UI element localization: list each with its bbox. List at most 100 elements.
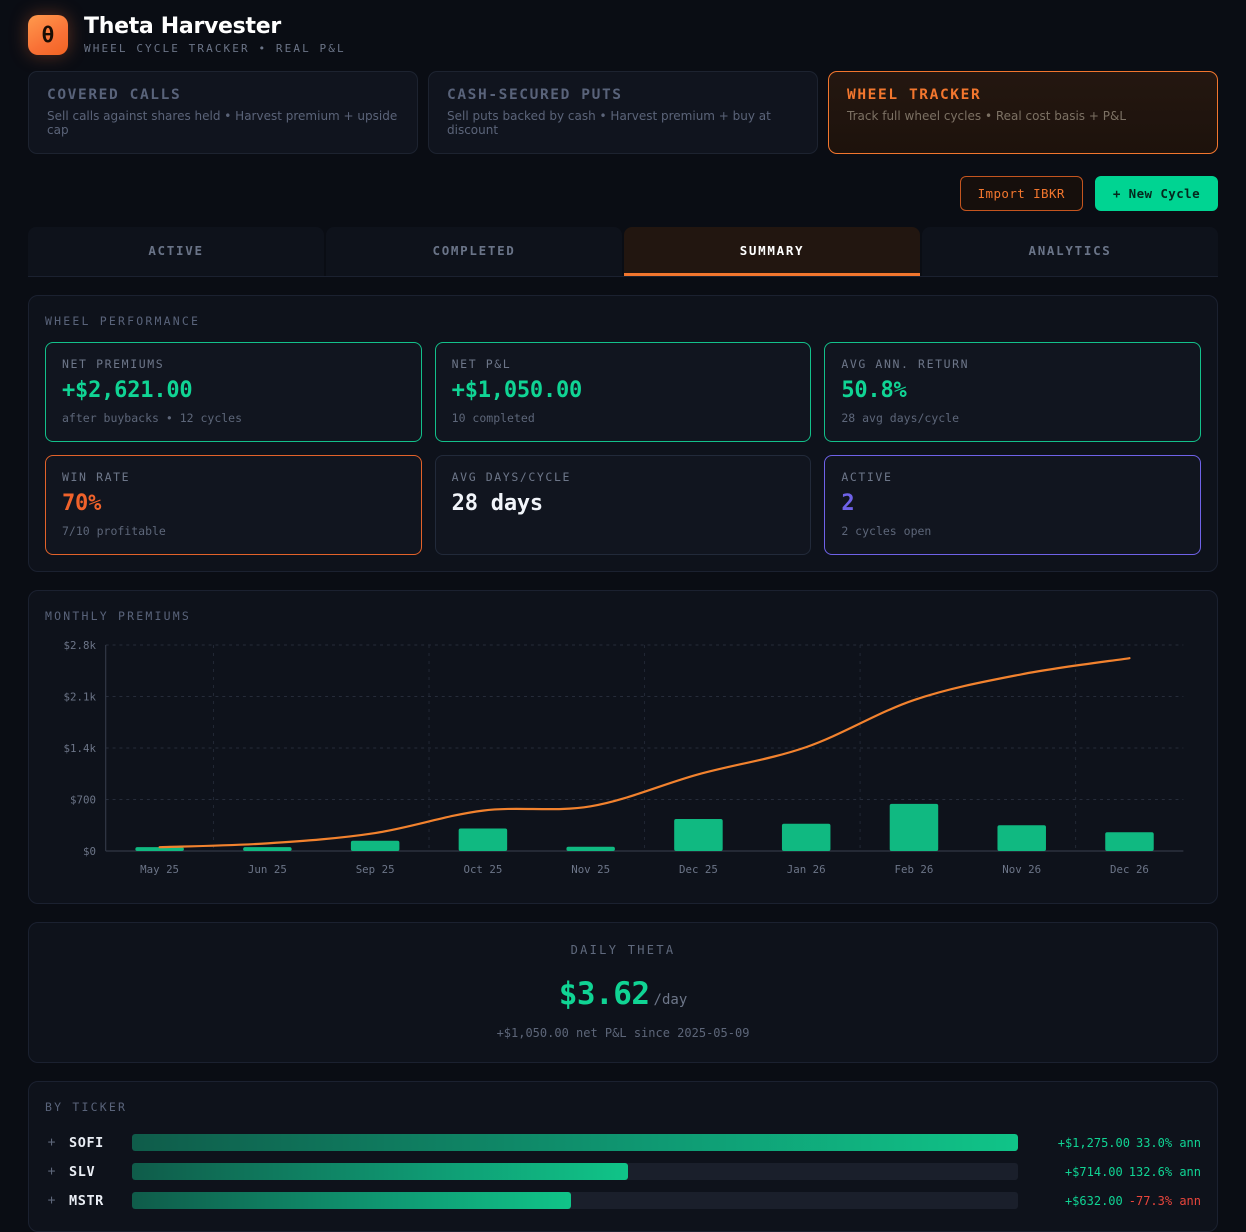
chart-bar (1105, 832, 1154, 851)
tab-bar: ACTIVE COMPLETED SUMMARY ANALYTICS (28, 227, 1218, 277)
kpi-sub: after buybacks • 12 cycles (62, 411, 243, 425)
expand-icon[interactable]: + (47, 1164, 56, 1179)
chart-bar (135, 847, 184, 851)
by-ticker-panel: BY TICKER + SOFI +$1,275.00 33.0% ann + SLV +$… (28, 1081, 1218, 1232)
chart-bar (674, 818, 723, 851)
strategy-desc: Sell calls against shares held • Harvest… (47, 109, 398, 137)
ticker-pnl: +$714.00 (1064, 1164, 1123, 1179)
chart-xtick-label: Jun 25 (248, 863, 287, 876)
kpi-value: 28 days (451, 491, 544, 516)
daily-theta-value: $3.62 (558, 976, 650, 1012)
ticker-row[interactable]: + SOFI +$1,275.00 33.0% ann (45, 1128, 1201, 1157)
daily-theta-sub: +$1,050.00 net P&L since 2025-05-09 (496, 1026, 750, 1040)
monthly-premiums-label: MONTHLY PREMIUMS (45, 609, 191, 623)
ticker-bar-fill (132, 1134, 1018, 1151)
strategy-card-row: COVERED CALLS Sell calls against shares … (28, 71, 1218, 154)
chart-ytick-label: $0 (83, 845, 96, 858)
expand-icon[interactable]: + (47, 1135, 56, 1150)
chart-xtick-label: Dec 26 (1110, 863, 1149, 876)
kpi-win-rate: WIN RATE 70% 7/10 profitable (45, 455, 422, 555)
import-ibkr-button[interactable]: Import IBKR (959, 176, 1083, 211)
kpi-label: WIN RATE (62, 470, 131, 484)
chart-xtick-label: Oct 25 (463, 863, 502, 876)
kpi-grid: NET PREMIUMS +$2,621.00 after buybacks •… (45, 342, 1201, 555)
expand-icon[interactable]: + (47, 1193, 56, 1208)
chart-xtick-label: Nov 26 (1002, 863, 1041, 876)
theta-logo-icon: θ (28, 14, 68, 55)
tab-active[interactable]: ACTIVE (28, 227, 324, 276)
kpi-value: 70% (62, 491, 102, 516)
page-title: Theta Harvester (84, 14, 281, 39)
chart-bar (997, 825, 1046, 851)
chart-xtick-label: Dec 25 (679, 863, 718, 876)
wheel-performance-panel: WHEEL PERFORMANCE NET PREMIUMS +$2,621.0… (28, 295, 1218, 572)
tab-analytics[interactable]: ANALYTICS (922, 227, 1218, 276)
ticker-values: +$1,275.00 33.0% ann (1029, 1136, 1201, 1150)
daily-theta-unit: /day (653, 992, 688, 1008)
action-button-row: Import IBKR + New Cycle (28, 176, 1218, 211)
kpi-label: AVG DAYS/CYCLE (451, 470, 571, 484)
new-cycle-button[interactable]: + New Cycle (1094, 176, 1218, 211)
kpi-net-premiums: NET PREMIUMS +$2,621.00 after buybacks •… (45, 342, 422, 442)
app-header: θ Theta Harvester WHEEL CYCLE TRACKER • … (28, 0, 1218, 65)
by-ticker-label: BY TICKER (45, 1100, 128, 1114)
monthly-premiums-chart: $2.8k $2.1k $1.4k $700 $0 May 25 Jun 25 Sep 25 O… (45, 637, 1201, 887)
chart-xtick-label: Jan 26 (787, 863, 826, 876)
chart-xtick-label: Sep 25 (356, 863, 395, 876)
daily-theta-panel: DAILY THETA $3.62/day +$1,050.00 net P&L… (28, 922, 1218, 1063)
ticker-annualized: 33.0% ann (1135, 1135, 1201, 1150)
kpi-avg-ann-return: AVG ANN. RETURN 50.8% 28 avg days/cycle (824, 342, 1201, 442)
kpi-value: 2 (841, 491, 855, 516)
ticker-pnl: +$632.00 (1064, 1193, 1123, 1208)
chart-bar (889, 803, 939, 851)
strategy-name: WHEEL TRACKER (847, 87, 982, 103)
chart-bar (781, 823, 831, 851)
chart-cumulative-line (158, 657, 1131, 849)
chart-ytick-label: $1.4k (64, 742, 97, 755)
ticker-pnl: +$1,275.00 (1057, 1135, 1130, 1150)
kpi-sub: 2 cycles open (841, 524, 932, 538)
ticker-bar-track (132, 1134, 1018, 1151)
strategy-desc: Track full wheel cycles • Real cost basi… (847, 109, 1126, 123)
ticker-bar-track (132, 1163, 1018, 1180)
page-subtitle: WHEEL CYCLE TRACKER • REAL P&L (84, 42, 346, 55)
strategy-card-covered-calls[interactable]: COVERED CALLS Sell calls against shares … (28, 71, 418, 154)
ticker-annualized: 132.6% ann (1128, 1164, 1201, 1179)
strategy-name: CASH-SECURED PUTS (447, 87, 623, 103)
kpi-label: AVG ANN. RETURN (841, 357, 970, 371)
chart-xtick-label: Feb 26 (895, 863, 934, 876)
chart-ytick-label: $2.1k (64, 690, 97, 703)
chart-canvas: $2.8k $2.1k $1.4k $700 $0 May 25 Jun 25 Sep 25 O… (64, 639, 1184, 876)
ticker-symbol: MSTR (69, 1192, 104, 1209)
strategy-card-cash-secured-puts[interactable]: CASH-SECURED PUTS Sell puts backed by ca… (428, 71, 818, 154)
kpi-avg-days-cycle: AVG DAYS/CYCLE 28 days (434, 455, 812, 555)
chart-xtick-label: Nov 25 (571, 863, 610, 876)
tab-completed[interactable]: COMPLETED (326, 227, 622, 276)
kpi-label: NET PREMIUMS (62, 357, 165, 371)
tab-summary[interactable]: SUMMARY (624, 227, 920, 276)
kpi-sub: 7/10 profitable (62, 524, 166, 538)
ticker-row[interactable]: + SLV +$714.00 132.6% ann (45, 1157, 1201, 1186)
kpi-net-pnl: NET P&L +$1,050.00 10 completed (434, 342, 812, 442)
kpi-active: ACTIVE 2 2 cycles open (824, 455, 1201, 555)
chart-bar (566, 846, 615, 851)
chart-bar (243, 847, 292, 851)
chart-bar (458, 828, 508, 851)
monthly-premiums-panel: MONTHLY PREMIUMS $2.8k $2.1k $1.4k $700 $0 Ma… (28, 590, 1218, 904)
ticker-bar-track (132, 1192, 1018, 1209)
strategy-card-wheel-tracker[interactable]: WHEEL TRACKER Track full wheel cycles • … (828, 71, 1218, 154)
ticker-bar-fill (132, 1163, 629, 1180)
kpi-label: NET P&L (451, 357, 512, 371)
chart-xtick-label: May 25 (140, 863, 179, 876)
ticker-symbol: SOFI (69, 1134, 104, 1151)
ticker-list: + SOFI +$1,275.00 33.0% ann + SLV +$714.00 132.… (45, 1128, 1201, 1215)
ticker-row[interactable]: + MSTR +$632.00 -77.3% ann (45, 1186, 1201, 1215)
kpi-label: ACTIVE (841, 470, 893, 484)
kpi-sub: 10 completed (451, 411, 535, 425)
kpi-value: 50.8% (841, 378, 907, 403)
ticker-bar-fill (132, 1192, 571, 1209)
daily-theta-value-row: $3.62/day (29, 976, 1217, 1012)
strategy-desc: Sell puts backed by cash • Harvest premi… (447, 109, 771, 137)
daily-theta-label: DAILY THETA (570, 943, 676, 957)
